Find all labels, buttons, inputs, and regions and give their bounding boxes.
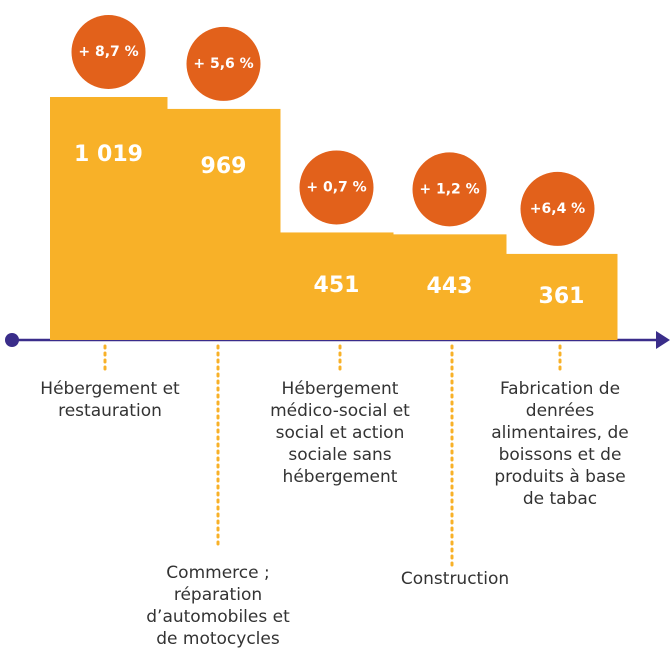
growth-label: + 0,7 %	[306, 179, 366, 195]
growth-bubble	[412, 152, 487, 227]
bar	[50, 97, 168, 340]
growth-label: + 5,6 %	[193, 56, 253, 72]
growth-label: +6,4 %	[530, 201, 585, 217]
category-label: Hébergement et restauration	[40, 379, 180, 421]
growth-bubble	[520, 171, 595, 246]
bar	[393, 234, 507, 340]
growth-bubble	[71, 15, 146, 89]
axis-dot	[5, 333, 19, 347]
growth-bubble	[186, 26, 261, 101]
growth-label: + 1,2 %	[419, 181, 479, 197]
bar	[167, 108, 281, 340]
growth-bubble	[299, 150, 374, 225]
growth-label: + 8,7 %	[78, 44, 138, 60]
bar	[280, 232, 394, 340]
category-label: Commerce ; réparation d’automobiles et d…	[146, 563, 290, 649]
category-label: Hébergement médico-social et social et a…	[270, 379, 410, 487]
value-label: 443	[427, 274, 473, 299]
value-label: 361	[539, 284, 585, 309]
value-label: 451	[314, 273, 360, 298]
category-label: Construction	[400, 569, 510, 589]
category-label: Fabrication de denrées alimentaires, de …	[491, 379, 629, 509]
value-label: 969	[201, 154, 247, 179]
bar	[506, 253, 618, 340]
axis-arrow	[656, 331, 670, 349]
value-label: 1 019	[74, 142, 143, 167]
